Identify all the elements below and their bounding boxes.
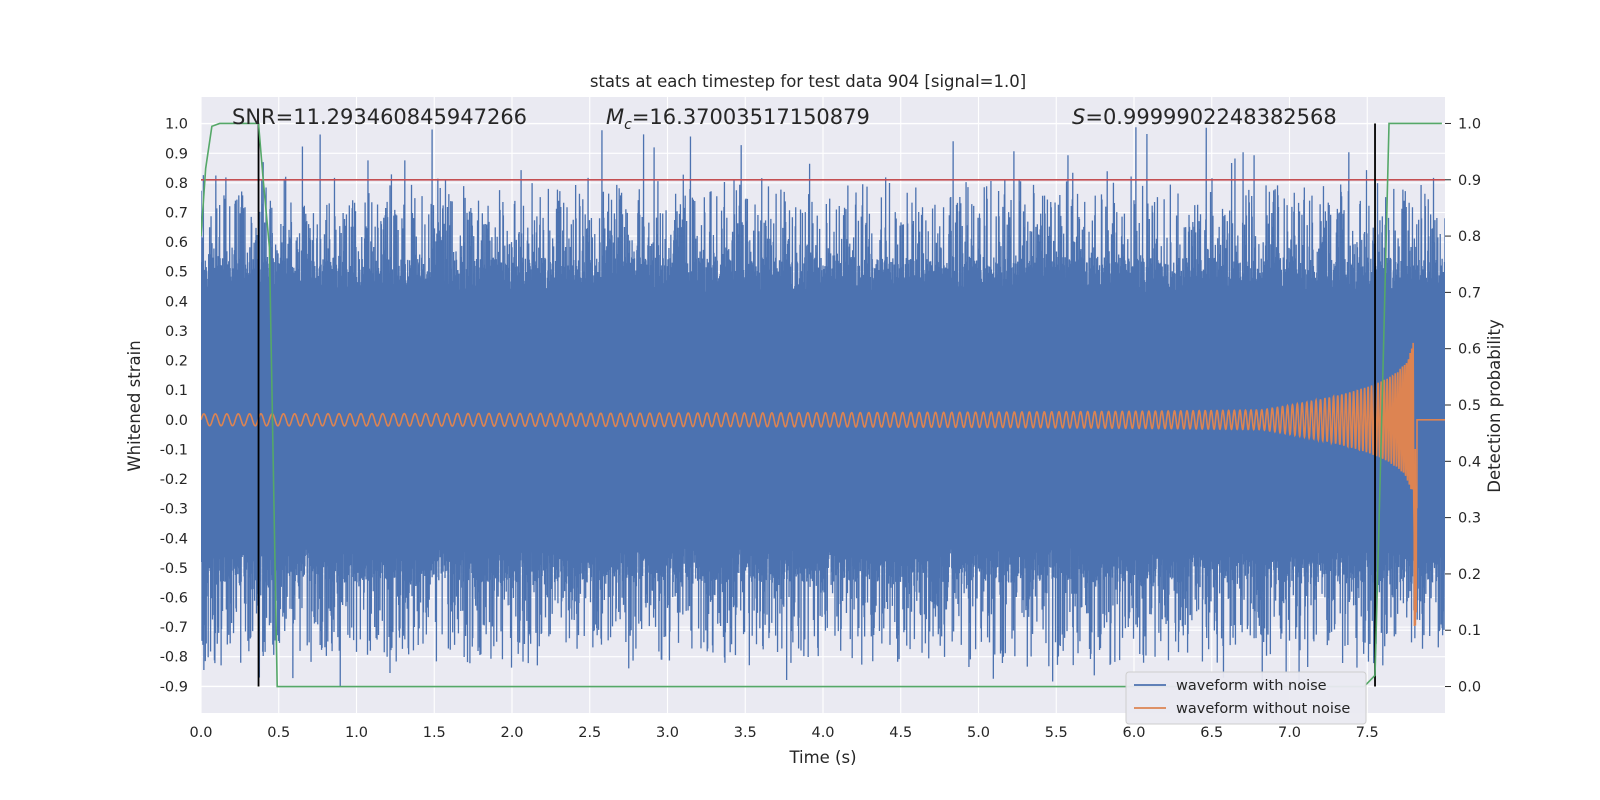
detection-probability-line [201, 122, 1442, 688]
x-tick-label: 5.0 [967, 725, 990, 741]
x-tick-label: 4.0 [811, 725, 834, 741]
x-axis-label: Time (s) [788, 748, 856, 767]
x-tick-label: 6.5 [1200, 725, 1223, 741]
y-right-tick-label: 0.2 [1458, 567, 1481, 583]
legend-label-clean: waveform without noise [1176, 701, 1350, 717]
y-tick-label: 0.9 [165, 146, 188, 162]
x-tick-label: 3.5 [734, 725, 757, 741]
y-right-tick-label: 0.9 [1458, 173, 1481, 189]
y-right-tick-label: 0.6 [1458, 342, 1481, 358]
tick-layer: 0.0 0.5 1.0 1.5 2.0 2.5 3.0 3.5 4.0 4.5 5.0 5.5 6.0 6… [160, 116, 1481, 741]
y-tick-label: -0.2 [160, 472, 188, 488]
y-tick-label: 0.1 [165, 383, 188, 399]
x-tick-label: 0.0 [189, 725, 212, 741]
chart-title: stats at each timestep for test data 904… [590, 72, 1026, 91]
y-right-tick-label: 0.3 [1458, 511, 1481, 527]
legend-box [1125, 671, 1367, 725]
y-tick-label: -0.6 [160, 591, 188, 607]
x-tick-label: 0.5 [267, 725, 290, 741]
y-right-tick-label: 1.0 [1458, 116, 1481, 132]
y-tick-label: 1.0 [165, 117, 188, 133]
y-axis-right-label: Detection probability [1485, 319, 1504, 493]
y-right-tick-label: 0.7 [1458, 285, 1481, 301]
x-tick-label: 6.0 [1122, 725, 1145, 741]
y-right-tick-label: 0.5 [1458, 398, 1481, 414]
overlay-layer [201, 122, 1445, 688]
clean-waveform-line [201, 342, 1445, 627]
score-annotation: S=0.9999902248382568 [1072, 105, 1337, 129]
x-tick-label: 4.5 [889, 725, 912, 741]
y-tick-label: 0.8 [165, 176, 188, 192]
y-tick-label: -0.7 [160, 620, 188, 636]
y-tick-label: 0.4 [165, 294, 188, 310]
y-tick-label: 0.3 [165, 324, 188, 340]
score-value: =0.9999902248382568 [1085, 105, 1336, 129]
chirp-mass-annotation: Mc=16.37003517150879 [606, 105, 870, 133]
y-tick-label: -0.1 [160, 442, 188, 458]
snr-annotation: SNR=11.293460845947266 [232, 105, 527, 129]
x-tick-label: 1.0 [345, 725, 368, 741]
y-tick-label: -0.9 [160, 679, 188, 695]
y-tick-label: 0.2 [165, 354, 188, 370]
y-tick-label: 0.7 [165, 206, 188, 222]
chirp-mass-subscript: c [624, 117, 632, 133]
score-symbol: S [1072, 105, 1085, 129]
x-tick-label: 2.0 [500, 725, 523, 741]
x-tick-label: 2.5 [578, 725, 601, 741]
y-tick-label: 0.0 [165, 413, 188, 429]
y-tick-label: 0.6 [165, 235, 188, 251]
y-tick-label: -0.4 [160, 531, 188, 547]
chirp-mass-value: =16.37003517150879 [632, 105, 870, 129]
y-right-tick-label: 0.1 [1458, 623, 1481, 639]
x-tick-label: 3.0 [656, 725, 679, 741]
x-tick-label: 7.5 [1356, 725, 1379, 741]
y-tick-label: -0.3 [160, 502, 188, 518]
y-right-tick-label: 0.4 [1458, 454, 1481, 470]
y-right-tick-label: 0.8 [1458, 229, 1481, 245]
legend-label-noise: waveform with noise [1176, 678, 1327, 694]
legend: waveform with noise waveform without noi… [1125, 671, 1367, 725]
x-tick-label: 5.5 [1045, 725, 1068, 741]
y-tick-label: -0.5 [160, 561, 188, 577]
chirp-mass-symbol: M [606, 105, 624, 129]
y-axis-label: Whitened strain [125, 340, 144, 471]
x-tick-label: 1.5 [423, 725, 446, 741]
x-tick-label: 7.0 [1278, 725, 1301, 741]
y-tick-label: -0.8 [160, 650, 188, 666]
series-layer [201, 127, 1445, 687]
y-tick-label: 0.5 [165, 265, 188, 281]
y-right-tick-label: 0.0 [1458, 680, 1481, 696]
